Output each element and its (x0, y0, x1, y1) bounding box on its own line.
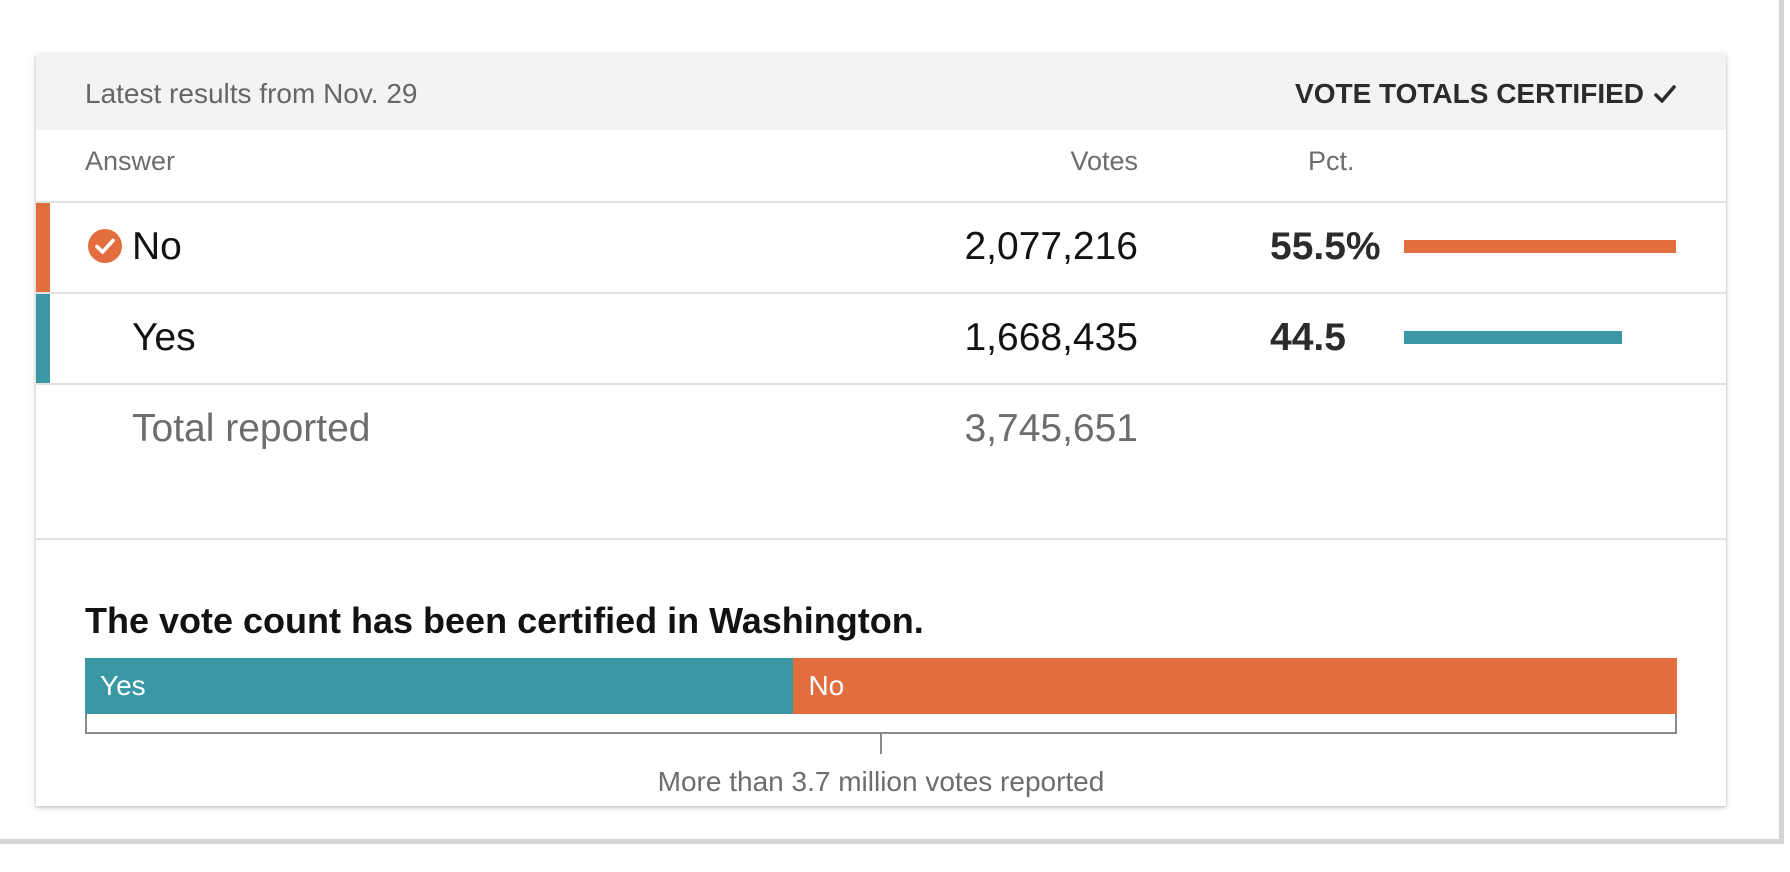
stacked-segment-no: No (793, 658, 1677, 714)
stacked-segment-yes: Yes (85, 658, 794, 714)
stacked-result-bar: Yes No (85, 658, 1677, 714)
total-row: Total reported 3,745,651 (36, 383, 1726, 474)
pct-bar-track-yes (1404, 331, 1676, 344)
result-row-yes: Yes 1,668,435 44.5 (36, 292, 1726, 383)
results-header: Latest results from Nov. 29 VOTE TOTALS … (36, 54, 1726, 130)
certified-status-label: VOTE TOTALS CERTIFIED (1295, 78, 1644, 109)
pct-bar-track-no (1404, 240, 1676, 253)
row-accent-no (36, 203, 50, 292)
votes-no: 2,077,216 (964, 225, 1138, 268)
section-divider (36, 538, 1726, 540)
certified-status: VOTE TOTALS CERTIFIED (1295, 78, 1678, 110)
pct-yes: 44.5 (1270, 316, 1346, 359)
row-accent-yes (36, 294, 50, 383)
bracket-midpoint-tick (880, 734, 882, 754)
pct-bar-no (1404, 240, 1676, 253)
votes-reported-caption: More than 3.7 million votes reported (657, 766, 1105, 797)
result-row-no: No 2,077,216 55.5% (36, 201, 1726, 292)
pct-no: 55.5% (1270, 225, 1381, 268)
votes-yes: 1,668,435 (964, 316, 1138, 359)
total-label: Total reported (132, 407, 371, 450)
column-header-answer: Answer (85, 146, 176, 176)
check-icon (1654, 85, 1676, 103)
latest-results-date: Latest results from Nov. 29 (85, 78, 418, 109)
total-votes: 3,745,651 (964, 407, 1138, 450)
results-card: Latest results from Nov. 29 VOTE TOTALS … (36, 54, 1726, 806)
pct-bar-yes (1404, 331, 1623, 344)
column-header-votes: Votes (1070, 146, 1138, 176)
answer-label-yes: Yes (132, 316, 196, 359)
check-circle-icon (88, 229, 122, 263)
answer-label-no: No (132, 225, 182, 268)
summary-title: The vote count has been certified in Was… (85, 600, 924, 641)
total-bracket (85, 714, 1677, 734)
column-header-pct: Pct. (1308, 146, 1355, 176)
